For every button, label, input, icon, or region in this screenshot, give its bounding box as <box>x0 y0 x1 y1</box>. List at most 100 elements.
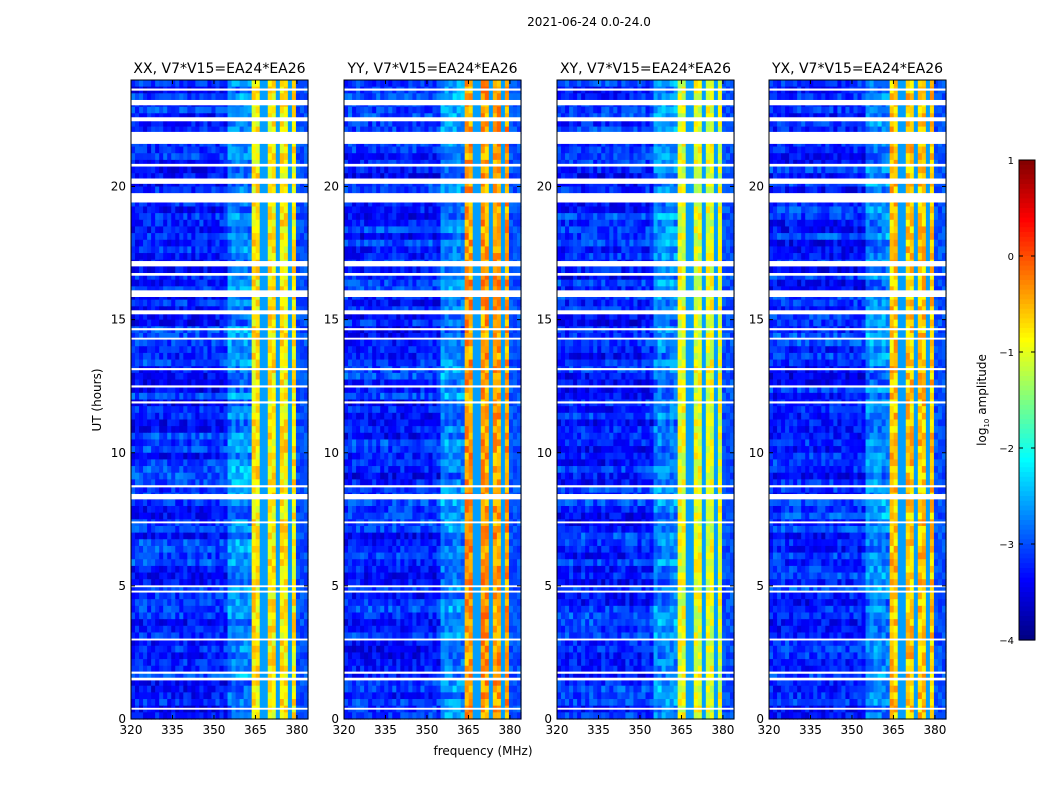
heatmap-cell <box>299 525 305 534</box>
heatmap-cell <box>175 466 180 474</box>
heatmap-cell <box>143 652 148 660</box>
heatmap-cell <box>131 599 136 607</box>
heatmap-cell <box>279 159 285 168</box>
heatmap-cell <box>135 672 140 680</box>
heatmap-cell <box>420 153 426 161</box>
heatmap-cell <box>424 126 430 134</box>
heatmap-cell <box>444 80 450 88</box>
heatmap-cell <box>135 286 140 294</box>
heatmap-cell <box>500 146 506 154</box>
heatmap-cell <box>243 80 249 88</box>
heatmap-cell <box>227 266 233 274</box>
heatmap-cell <box>155 412 160 421</box>
heatmap-cell <box>219 332 225 341</box>
heatmap-cell <box>207 605 213 614</box>
heatmap-cell <box>151 106 156 114</box>
heatmap-cell <box>275 319 281 327</box>
heatmap-cell <box>155 625 160 634</box>
heatmap-cell <box>243 552 249 560</box>
heatmap-cell <box>135 199 140 208</box>
heatmap-cell <box>283 639 289 647</box>
heatmap-cell <box>239 499 245 507</box>
heatmap-cell <box>135 93 140 101</box>
heatmap-cell <box>400 173 405 181</box>
heatmap-cell <box>143 439 148 447</box>
heatmap-cell <box>203 319 209 327</box>
heatmap-cell <box>295 246 301 254</box>
heatmap-cell <box>283 319 289 327</box>
heatmap-cell <box>223 299 229 307</box>
heatmap-cell <box>235 579 241 587</box>
heatmap-cell <box>291 279 297 287</box>
heatmap-cell <box>287 432 293 441</box>
heatmap-cell <box>480 126 486 134</box>
heatmap-cell <box>171 579 176 587</box>
heatmap-cell <box>199 312 205 321</box>
heatmap-cell <box>215 406 221 414</box>
heatmap-cell <box>291 253 297 261</box>
heatmap-cell <box>163 459 168 467</box>
heatmap-cell <box>223 219 229 228</box>
heatmap-cell <box>227 665 233 674</box>
heatmap-cell <box>239 412 245 421</box>
heatmap-cell <box>299 346 305 354</box>
heatmap-cell <box>283 113 289 121</box>
heatmap-cell <box>187 352 192 361</box>
heatmap-cell <box>279 506 285 514</box>
heatmap-cell <box>211 266 217 274</box>
heatmap-cell <box>139 712 144 720</box>
y-tick-label: 10 <box>111 446 126 460</box>
heatmap-cell <box>235 552 241 560</box>
heatmap-cell <box>175 173 180 181</box>
heatmap-cell <box>267 173 273 181</box>
heatmap-cell <box>388 173 393 181</box>
heatmap-cell <box>267 359 273 367</box>
heatmap-cell <box>456 166 462 174</box>
heatmap-cell <box>247 679 253 687</box>
heatmap-cell <box>147 166 152 174</box>
heatmap-cell <box>215 279 221 287</box>
heatmap-cell <box>223 239 229 248</box>
heatmap-cell <box>384 159 389 168</box>
heatmap-cell <box>171 545 176 554</box>
heatmap-cell <box>163 159 168 168</box>
heatmap-cell <box>299 419 305 427</box>
heatmap-cell <box>500 126 506 134</box>
heatmap-cell <box>171 113 176 121</box>
heatmap-cell <box>187 585 192 594</box>
heatmap-cell <box>155 226 160 234</box>
heatmap-cell <box>259 286 265 294</box>
heatmap-cell <box>143 312 148 321</box>
heatmap-cell <box>175 339 180 347</box>
heatmap-cell <box>239 625 245 634</box>
heatmap-cell <box>167 512 172 520</box>
heatmap-cell <box>195 559 200 567</box>
heatmap-cell <box>167 233 172 241</box>
heatmap-cell <box>263 93 269 101</box>
heatmap-cell <box>259 213 265 221</box>
heatmap-cell <box>135 186 140 194</box>
heatmap-cell <box>187 199 192 208</box>
heatmap-cell <box>147 692 152 700</box>
heatmap-cell <box>223 459 229 467</box>
heatmap-cell <box>219 206 225 214</box>
heatmap-cell <box>287 299 293 307</box>
heatmap-cell <box>219 665 225 674</box>
heatmap-cell <box>191 539 196 547</box>
heatmap-cell <box>512 153 518 161</box>
heatmap-cell <box>251 239 257 248</box>
heatmap-cell <box>508 126 514 134</box>
heatmap-cell <box>203 619 209 627</box>
heatmap-cell <box>384 93 389 101</box>
heatmap-cell <box>456 159 462 168</box>
heatmap-cell <box>163 472 168 480</box>
heatmap-cell <box>135 213 140 221</box>
heatmap-cell <box>295 545 301 554</box>
heatmap-cell <box>368 106 373 114</box>
heatmap-cell <box>151 412 156 421</box>
heatmap-cell <box>283 199 289 208</box>
heatmap-cell <box>299 93 305 101</box>
heatmap-cell <box>255 565 261 574</box>
heatmap-cell <box>299 153 305 161</box>
heatmap-cell <box>211 299 217 307</box>
